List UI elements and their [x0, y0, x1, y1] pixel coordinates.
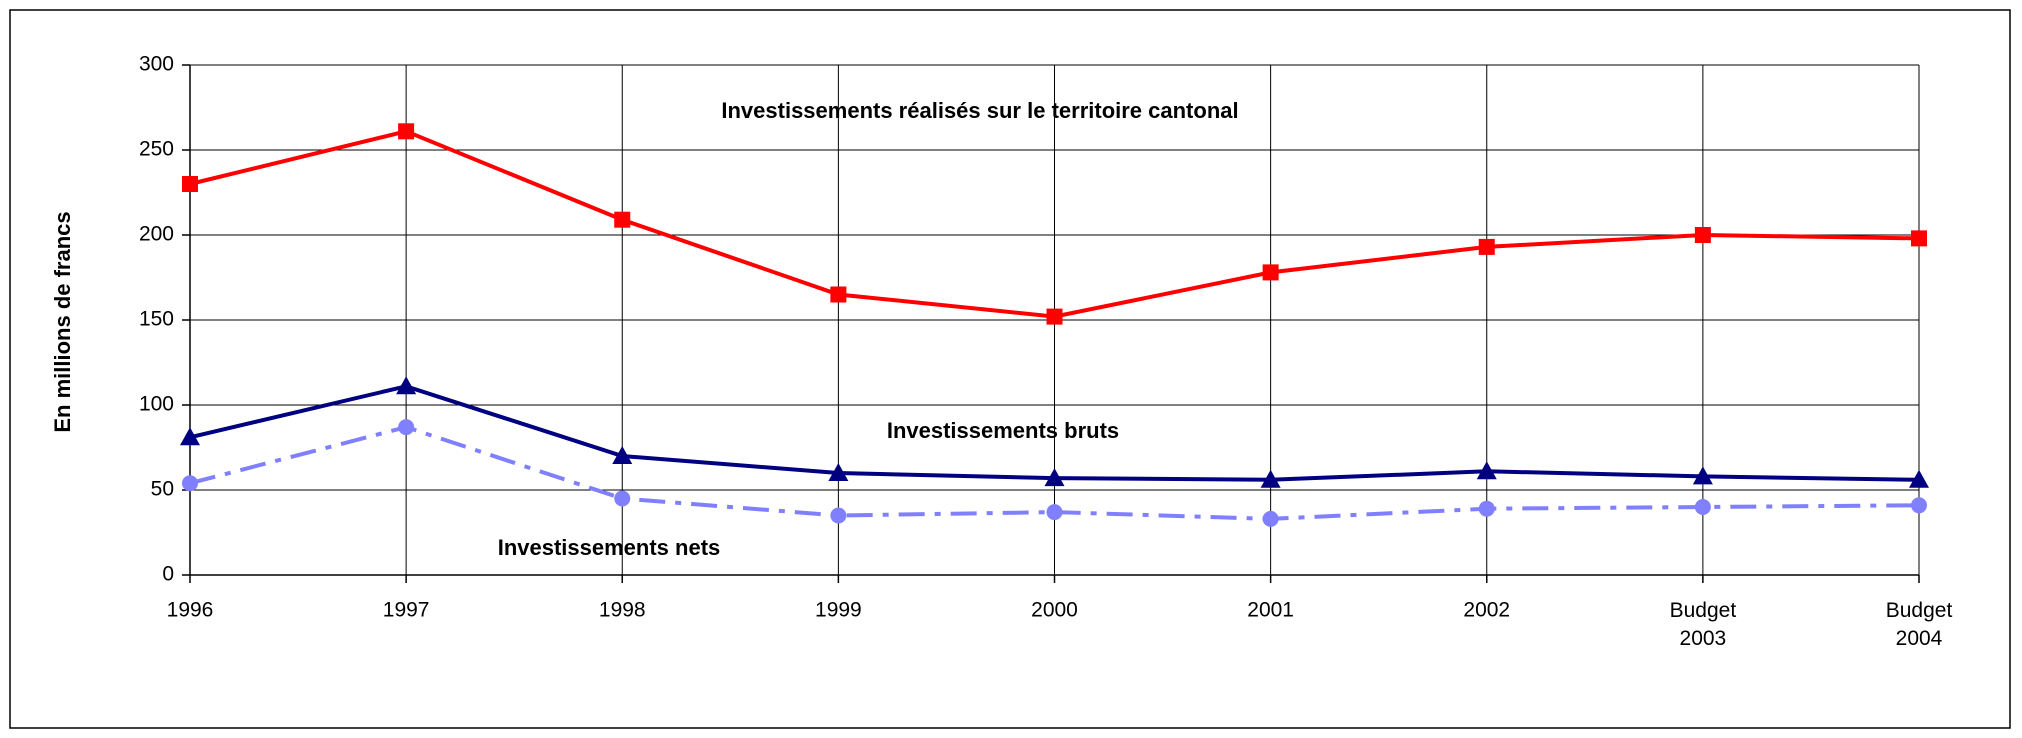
series-label: Investissements réalisés sur le territoi… — [721, 98, 1238, 123]
marker — [1478, 238, 1495, 255]
marker — [1694, 227, 1711, 243]
marker — [1046, 504, 1063, 521]
marker — [1262, 510, 1279, 527]
marker — [398, 123, 415, 140]
marker — [1476, 461, 1497, 480]
marker — [828, 463, 849, 481]
series-label: Investissements bruts — [887, 418, 1119, 443]
y-tick-label: 300 — [139, 53, 174, 76]
marker — [182, 475, 198, 492]
marker — [1911, 230, 1927, 247]
x-tick-label: 2000 — [1031, 599, 1078, 622]
series-line — [189, 425, 1920, 521]
x-tick-label: Budget 2003 — [1670, 599, 1737, 650]
marker — [612, 446, 633, 464]
y-tick-label: 150 — [139, 308, 174, 331]
marker — [1044, 468, 1065, 487]
x-tick-label: Budget 2004 — [1886, 599, 1953, 650]
x-tick-label: 2001 — [1247, 599, 1294, 622]
marker — [1262, 264, 1279, 281]
y-tick-label: 250 — [139, 138, 174, 161]
marker — [1909, 469, 1929, 488]
series-label: Investissements nets — [498, 535, 721, 560]
x-tick-label: 1996 — [167, 599, 214, 622]
marker — [830, 507, 847, 524]
x-tick-label: 2002 — [1463, 599, 1510, 622]
marker — [180, 427, 200, 446]
marker — [830, 286, 847, 303]
y-axis-title: En millions de francs — [50, 211, 75, 432]
x-tick-label: 1999 — [815, 599, 862, 622]
y-tick-label: 200 — [139, 223, 174, 246]
marker — [398, 419, 415, 436]
y-tick-label: 0 — [162, 563, 174, 586]
x-tick-label: 1998 — [599, 599, 646, 622]
marker — [182, 176, 198, 192]
marker — [396, 376, 417, 395]
y-tick-label: 50 — [151, 478, 174, 501]
marker — [1911, 497, 1927, 514]
y-tick-label: 100 — [139, 393, 174, 416]
marker — [614, 490, 631, 507]
marker — [1046, 308, 1063, 325]
x-tick-label: 1997 — [383, 599, 430, 622]
marker — [1260, 469, 1281, 488]
marker — [1692, 466, 1713, 485]
marker — [614, 211, 631, 228]
marker — [1478, 500, 1495, 517]
marker — [1694, 499, 1711, 515]
chart-border — [9, 9, 2011, 729]
